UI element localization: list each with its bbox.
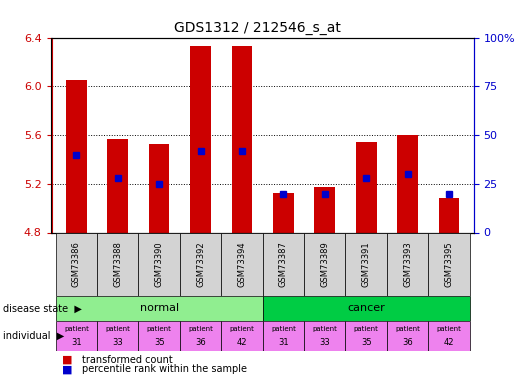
FancyBboxPatch shape: [387, 321, 428, 351]
FancyBboxPatch shape: [139, 232, 180, 296]
FancyBboxPatch shape: [56, 232, 97, 296]
FancyBboxPatch shape: [180, 232, 221, 296]
Text: normal: normal: [140, 303, 179, 313]
Text: individual  ▶: individual ▶: [3, 331, 64, 340]
FancyBboxPatch shape: [304, 321, 346, 351]
Text: 42: 42: [444, 338, 454, 347]
FancyBboxPatch shape: [97, 232, 139, 296]
Text: transformed count: transformed count: [82, 355, 173, 365]
Text: GSM73389: GSM73389: [320, 242, 329, 287]
Text: GSM73386: GSM73386: [72, 242, 81, 287]
Text: GSM73387: GSM73387: [279, 242, 288, 287]
Bar: [190, 46, 211, 232]
Text: GSM73393: GSM73393: [403, 242, 412, 287]
Text: GSM73394: GSM73394: [237, 242, 247, 287]
FancyBboxPatch shape: [180, 321, 221, 351]
Bar: [108, 139, 128, 232]
FancyBboxPatch shape: [263, 321, 304, 351]
FancyBboxPatch shape: [221, 232, 263, 296]
Bar: [356, 142, 376, 232]
FancyBboxPatch shape: [263, 232, 304, 296]
FancyBboxPatch shape: [428, 321, 470, 351]
Text: percentile rank within the sample: percentile rank within the sample: [82, 364, 247, 374]
FancyBboxPatch shape: [56, 296, 263, 321]
Text: cancer: cancer: [347, 303, 385, 313]
Text: GSM73392: GSM73392: [196, 242, 205, 287]
Text: patient: patient: [395, 326, 420, 332]
FancyBboxPatch shape: [221, 321, 263, 351]
Text: GDS1312 / 212546_s_at: GDS1312 / 212546_s_at: [174, 21, 341, 34]
FancyBboxPatch shape: [139, 321, 180, 351]
FancyBboxPatch shape: [304, 232, 346, 296]
Text: 33: 33: [319, 338, 330, 347]
Bar: [397, 135, 418, 232]
Text: patient: patient: [188, 326, 213, 332]
FancyBboxPatch shape: [428, 232, 470, 296]
Text: patient: patient: [437, 326, 461, 332]
FancyBboxPatch shape: [346, 232, 387, 296]
Text: patient: patient: [105, 326, 130, 332]
FancyBboxPatch shape: [263, 296, 470, 321]
Text: GSM73395: GSM73395: [444, 242, 454, 287]
Text: patient: patient: [230, 326, 254, 332]
Text: patient: patient: [312, 326, 337, 332]
Text: 35: 35: [361, 338, 371, 347]
FancyBboxPatch shape: [346, 321, 387, 351]
Bar: [232, 46, 252, 232]
Text: GSM73388: GSM73388: [113, 242, 122, 287]
Text: 42: 42: [237, 338, 247, 347]
Bar: [314, 188, 335, 232]
Text: 31: 31: [278, 338, 289, 347]
Text: patient: patient: [354, 326, 379, 332]
Text: ■: ■: [62, 355, 72, 365]
Bar: [273, 194, 294, 232]
Text: 35: 35: [154, 338, 164, 347]
Text: 36: 36: [195, 338, 206, 347]
Bar: [149, 144, 169, 232]
Text: GSM73390: GSM73390: [154, 242, 164, 287]
Text: 33: 33: [112, 338, 123, 347]
FancyBboxPatch shape: [387, 232, 428, 296]
Text: patient: patient: [271, 326, 296, 332]
Text: GSM73391: GSM73391: [362, 242, 371, 287]
Text: 36: 36: [402, 338, 413, 347]
FancyBboxPatch shape: [97, 321, 139, 351]
FancyBboxPatch shape: [56, 321, 97, 351]
Text: patient: patient: [64, 326, 89, 332]
Text: 31: 31: [71, 338, 82, 347]
Bar: [66, 80, 87, 232]
Text: disease state  ▶: disease state ▶: [3, 303, 81, 313]
Text: patient: patient: [147, 326, 171, 332]
Bar: [439, 198, 459, 232]
Text: ■: ■: [62, 364, 72, 374]
